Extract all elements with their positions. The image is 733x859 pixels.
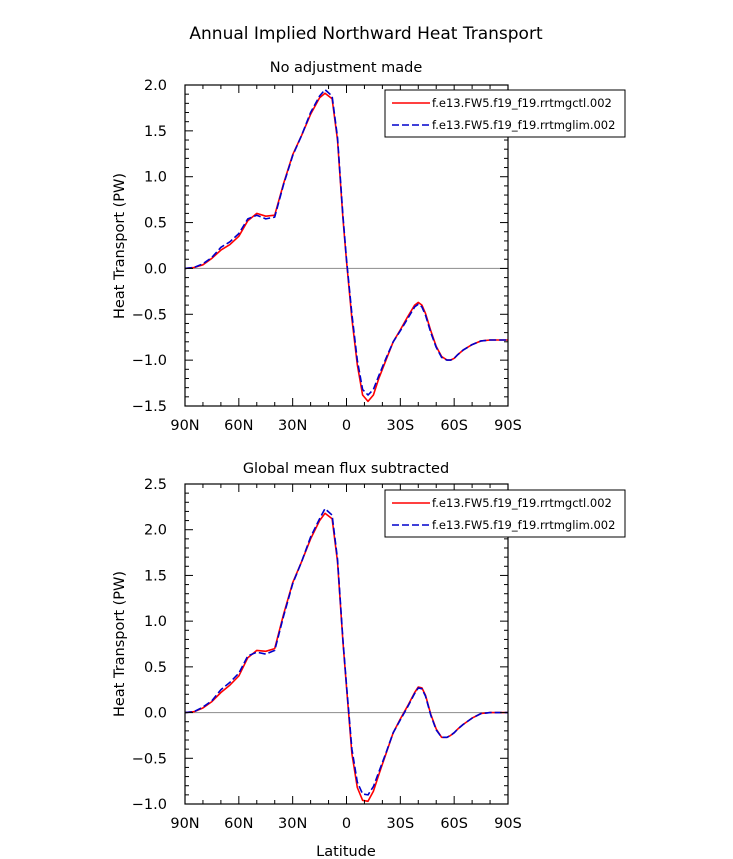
x-tick-label: 0 xyxy=(342,418,351,434)
legend: f.e13.FW5.f19_f19.rrtmgctl.002 f.e13.FW5.… xyxy=(384,89,626,138)
x-tick-label: 90S xyxy=(494,816,522,832)
y-tick-label: 1.5 xyxy=(144,568,167,584)
y-tick-label: −0.5 xyxy=(132,751,167,767)
x-tick-label: 60N xyxy=(224,418,253,434)
series-line-lim xyxy=(184,88,508,396)
legend-label: f.e13.FW5.f19_f19.rrtmglim.002 xyxy=(432,118,615,132)
x-tick-label: 0 xyxy=(342,816,351,832)
y-tick-label: −1.5 xyxy=(132,399,167,415)
y-axis-label: Heat Transport (PW) xyxy=(112,571,128,717)
y-tick-label: 1.5 xyxy=(144,124,167,140)
x-tick-label: 30S xyxy=(387,418,415,434)
y-tick-label: 0.0 xyxy=(144,261,167,277)
panel-no-adjustment: No adjustment made Heat Transport (PW) 9… xyxy=(112,60,626,434)
y-tick-label: 1.0 xyxy=(144,614,167,630)
x-tick-label: 60S xyxy=(440,418,468,434)
legend-label: f.e13.FW5.f19_f19.rrtmgctl.002 xyxy=(432,96,612,110)
panel-title: No adjustment made xyxy=(270,60,423,76)
x-tick-label: 60S xyxy=(440,816,468,832)
x-tick-label: 60N xyxy=(224,816,253,832)
y-tick-label: 0.5 xyxy=(144,216,167,232)
y-tick-label: 0.0 xyxy=(144,706,167,722)
series-line-ctl xyxy=(184,512,508,803)
y-tick-label: 2.5 xyxy=(144,477,167,493)
y-tick-label: −1.0 xyxy=(132,353,167,369)
series-line-ctl xyxy=(184,92,508,403)
x-tick-label: 90N xyxy=(170,816,199,832)
legend-box xyxy=(384,489,626,538)
panel-title: Global mean flux subtracted xyxy=(243,461,449,477)
y-tick-label: 0.5 xyxy=(144,660,167,676)
series-line-lim xyxy=(184,507,508,796)
y-tick-label: 2.0 xyxy=(144,523,167,539)
figure-title: Annual Implied Northward Heat Transport xyxy=(189,24,543,44)
legend: f.e13.FW5.f19_f19.rrtmgctl.002 f.e13.FW5.… xyxy=(384,489,626,538)
y-tick-label: −0.5 xyxy=(132,307,167,323)
x-tick-label: 90S xyxy=(494,418,522,434)
y-tick-label: 1.0 xyxy=(144,170,167,186)
legend-box xyxy=(384,89,626,138)
x-tick-label: 90N xyxy=(170,418,199,434)
legend-label: f.e13.FW5.f19_f19.rrtmgctl.002 xyxy=(432,496,612,510)
y-axis-label: Heat Transport (PW) xyxy=(112,173,128,319)
x-axis-label: Latitude xyxy=(316,844,376,859)
y-tick-label: −1.0 xyxy=(132,797,167,813)
x-tick-label: 30S xyxy=(387,816,415,832)
x-tick-label: 30N xyxy=(278,816,307,832)
x-tick-label: 30N xyxy=(278,418,307,434)
legend-label: f.e13.FW5.f19_f19.rrtmglim.002 xyxy=(432,518,615,532)
panel-global-mean-subtracted: Global mean flux subtracted Heat Transpo… xyxy=(112,461,626,859)
y-tick-label: 2.0 xyxy=(144,78,167,94)
